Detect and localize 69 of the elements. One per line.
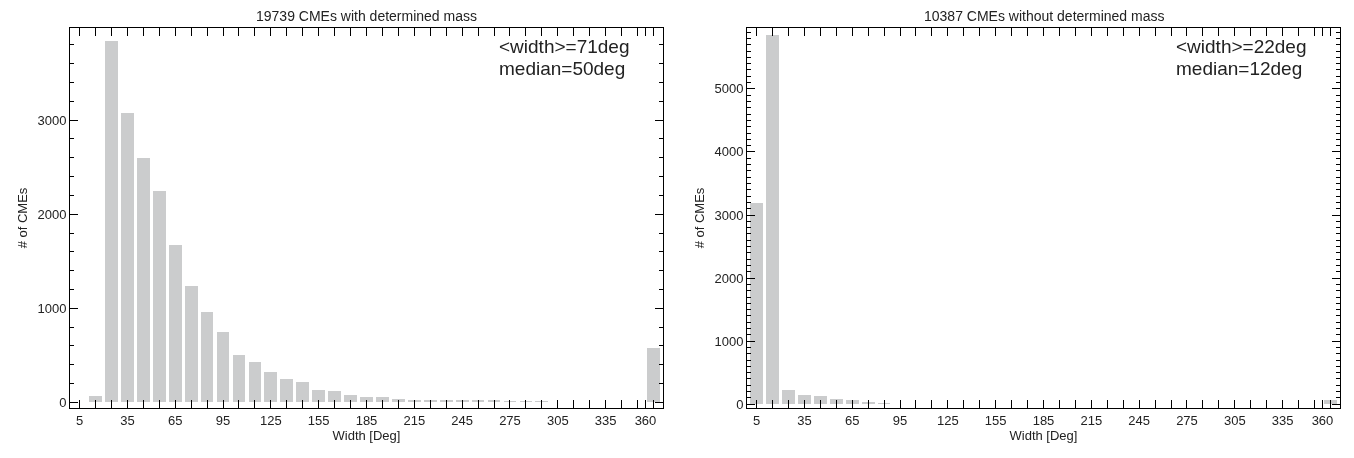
bar	[766, 34, 779, 405]
bar	[136, 157, 150, 403]
y-tick-label: 0	[736, 396, 744, 412]
x-tick-label: 305	[1223, 412, 1246, 428]
x-tick-label: 185	[355, 412, 378, 428]
x-tick-label: 5	[75, 412, 84, 428]
y-tick-label: 1000	[714, 333, 744, 349]
y-tick-label: 2000	[37, 206, 67, 222]
annotation: median=50deg	[499, 58, 626, 79]
x-tick-label: 35	[120, 412, 135, 428]
bar	[200, 312, 214, 403]
bar	[105, 41, 118, 403]
bar	[813, 396, 827, 405]
bar	[152, 190, 166, 403]
bar	[312, 390, 326, 403]
bar	[216, 331, 230, 403]
x-tick-label: 275	[499, 412, 521, 428]
x-tick-label: 215	[1080, 412, 1103, 428]
x-tick-label: 185	[1032, 412, 1055, 428]
x-tick-label: 125	[260, 412, 282, 428]
x-tick-label: 125	[937, 412, 959, 428]
bar	[264, 372, 278, 403]
y-tick-label: 4000	[714, 144, 744, 160]
x-tick-label: 360	[634, 412, 657, 428]
x-tick-label: 35	[797, 412, 812, 428]
x-tick-label: 335	[594, 412, 617, 428]
y-tick-label: 3000	[714, 207, 744, 223]
bar	[344, 394, 357, 403]
bar	[296, 381, 310, 403]
bar	[328, 391, 341, 403]
y-tick-label: 3000	[37, 112, 67, 128]
y-tick-label: 1000	[37, 300, 67, 316]
annotation: <width>=71deg	[499, 36, 630, 57]
bar	[168, 245, 182, 403]
x-tick-label: 65	[167, 412, 183, 428]
x-tick-label: 305	[546, 412, 569, 428]
x-tick-label: 215	[403, 412, 426, 428]
bar	[248, 361, 262, 403]
bar	[750, 203, 763, 405]
bar	[89, 395, 102, 403]
x-tick-label: 95	[892, 412, 908, 428]
x-tick-label: 360	[1311, 412, 1334, 428]
x-tick-label: 245	[1128, 412, 1150, 428]
y-tick-label: 5000	[714, 81, 744, 97]
x-tick-label: 245	[451, 412, 473, 428]
x-tick-label: 65	[844, 412, 860, 428]
x-tick-label: 155	[984, 412, 1007, 428]
bar	[782, 390, 795, 405]
bar	[121, 112, 134, 403]
x-axis-title: Width [Deg]	[1009, 427, 1078, 443]
chart-title: 10387 CMEs without determined mass	[924, 8, 1165, 24]
chart-title: 19739 CMEs with determined mass	[256, 8, 477, 24]
y-axis-title: # of CMEs	[15, 187, 31, 249]
bar	[798, 394, 811, 405]
bar	[280, 378, 294, 403]
bar	[232, 355, 246, 403]
x-tick-label: 155	[307, 412, 330, 428]
y-tick-label: 2000	[714, 270, 744, 286]
annotation: <width>=22deg	[1176, 36, 1307, 57]
x-tick-label: 95	[215, 412, 231, 428]
x-tick-label: 275	[1176, 412, 1198, 428]
y-tick-label: 0	[59, 394, 67, 410]
annotation: median=12deg	[1176, 58, 1303, 79]
bar	[184, 285, 198, 403]
x-tick-label: 335	[1271, 412, 1294, 428]
x-axis-title: Width [Deg]	[332, 427, 401, 443]
x-tick-label: 5	[752, 412, 761, 428]
y-axis-title: # of CMEs	[692, 187, 708, 249]
bar	[647, 347, 660, 403]
